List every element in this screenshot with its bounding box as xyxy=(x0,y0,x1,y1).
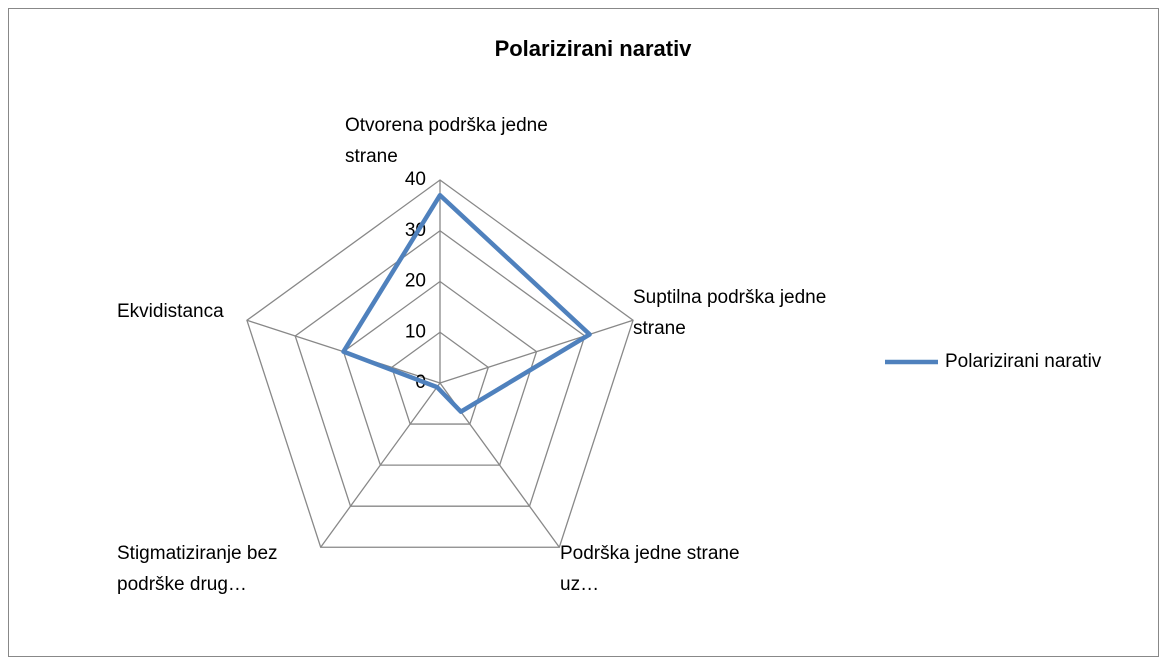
category-label: Suptilna podrška jedne strane xyxy=(633,287,827,339)
grid-ring xyxy=(390,331,490,425)
spoke xyxy=(320,382,441,548)
r-tick-label: 40 xyxy=(405,169,426,190)
chart-title: Polarizirani narativ xyxy=(495,36,693,61)
grid-ring xyxy=(342,280,538,466)
category-label: Otvorena podrška jedne strane xyxy=(345,115,548,167)
grid-ring xyxy=(246,179,634,548)
r-tick-label: 10 xyxy=(405,321,426,342)
chart-border xyxy=(8,8,1159,657)
series-line xyxy=(341,192,592,414)
category-label: Ekvidistanca xyxy=(117,301,224,322)
category-label: Stigmatiziranje bez podrške drug… xyxy=(117,543,278,595)
grid-ring xyxy=(294,229,586,507)
r-tick-label: 20 xyxy=(405,271,426,292)
legend-label: Polarizirani narativ xyxy=(945,351,1102,372)
spoke xyxy=(439,319,634,384)
category-label: Podrška jedne strane uz… xyxy=(560,543,740,595)
